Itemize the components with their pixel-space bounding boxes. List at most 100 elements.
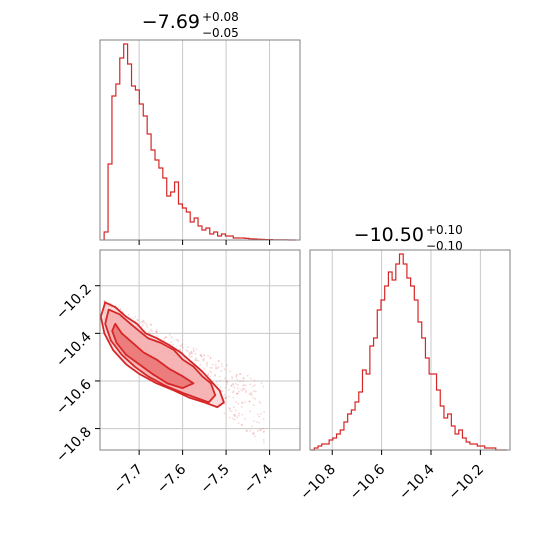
scatter-point — [248, 400, 251, 403]
scatter-point — [181, 343, 184, 346]
scatter-point — [256, 430, 259, 432]
title-upper-top-left: +0.08 — [202, 10, 239, 24]
scatter-point — [220, 370, 223, 372]
scatter-point — [163, 339, 165, 342]
scatter-point — [243, 417, 246, 420]
scatter-point — [233, 386, 236, 389]
scatter-point — [235, 383, 237, 385]
hist-bin — [124, 44, 128, 240]
scatter-point — [237, 422, 240, 425]
hist-bin — [116, 84, 120, 240]
title-upper-bottom-right: +0.10 — [426, 223, 463, 237]
scatter-point — [242, 377, 245, 380]
scatter-point — [246, 430, 248, 432]
scatter-point — [236, 384, 239, 386]
scatter-point — [235, 409, 237, 412]
scatter-point — [248, 400, 251, 403]
scatter-point — [199, 363, 202, 366]
scatter-point — [254, 384, 256, 386]
hist-bin — [178, 204, 182, 240]
hist-bin — [182, 208, 186, 240]
scatter-point — [262, 418, 265, 420]
scatter-point — [192, 347, 195, 350]
scatter-point — [132, 317, 135, 320]
scatter-point — [217, 360, 220, 363]
scatter-point — [250, 391, 253, 394]
scatter-point — [185, 349, 188, 351]
scatter-point — [150, 324, 153, 326]
scatter-point — [127, 313, 130, 316]
scatter-point — [209, 356, 212, 359]
scatter-point — [147, 330, 150, 333]
scatter-point — [155, 329, 158, 331]
hist-bin — [167, 196, 171, 240]
scatter-point — [236, 387, 239, 390]
scatter-point — [189, 356, 192, 358]
hist-bin — [385, 286, 389, 450]
hist-bin — [351, 410, 355, 450]
scatter-point — [216, 367, 219, 370]
scatter-point — [223, 368, 226, 371]
scatter-point — [232, 390, 235, 393]
scatter-point — [199, 354, 202, 356]
scatter-point — [197, 359, 200, 362]
contour-level — [111, 322, 195, 389]
scatter-point — [217, 359, 220, 362]
scatter-point — [245, 429, 248, 432]
scatter-point — [146, 325, 149, 328]
hist-bin — [400, 254, 404, 450]
scatter-point — [238, 414, 240, 417]
scatter-point — [170, 341, 173, 344]
scatter-point — [238, 412, 240, 415]
scatter-point — [142, 319, 144, 322]
scatter-point — [242, 387, 245, 390]
scatter-point — [156, 331, 159, 334]
scatter-point — [200, 355, 203, 358]
hist-bin — [210, 234, 214, 240]
scatter-point — [151, 330, 153, 333]
scatter-point — [231, 391, 234, 394]
scatter-point — [250, 377, 252, 380]
scatter-point — [253, 420, 256, 423]
scatter-point — [262, 385, 265, 388]
scatter-point — [252, 385, 255, 388]
scatter-point — [263, 411, 266, 413]
histogram-bars-bottom-right — [310, 253, 507, 451]
title-lower-bottom-right: −0.10 — [426, 239, 463, 253]
scatter-point — [223, 403, 226, 405]
scatter-point — [253, 435, 256, 438]
scatter-point — [234, 414, 237, 416]
scatter-point — [210, 371, 213, 374]
scatter-point — [243, 387, 246, 390]
scatter-point — [235, 374, 238, 377]
scatter-point — [232, 417, 234, 420]
scatter-point — [203, 357, 206, 360]
scatter-point — [186, 350, 189, 353]
scatter-point — [187, 354, 190, 357]
hist-bin — [366, 374, 370, 450]
scatter-point — [243, 383, 245, 386]
scatter-point — [218, 375, 221, 378]
scatter-point — [260, 412, 262, 415]
scatter-point — [205, 362, 208, 365]
scatter-point — [241, 424, 244, 427]
scatter-point — [215, 366, 217, 368]
scatter-point — [226, 381, 229, 384]
frame-top-left — [99, 39, 301, 241]
frame-bottom-right — [309, 249, 511, 451]
scatter-point — [248, 393, 251, 396]
scatter-point — [202, 354, 205, 356]
scatter-point — [196, 359, 198, 362]
scatter-point — [142, 323, 145, 326]
scatter-point — [192, 350, 195, 353]
scatter-point — [236, 392, 239, 395]
scatter-point — [235, 373, 238, 376]
scatter-point — [235, 400, 237, 403]
hist-bin — [470, 444, 474, 450]
scatter-point — [237, 392, 240, 395]
scatter-point — [260, 382, 263, 385]
hist-bin — [128, 64, 132, 240]
scatter-point — [144, 322, 147, 325]
